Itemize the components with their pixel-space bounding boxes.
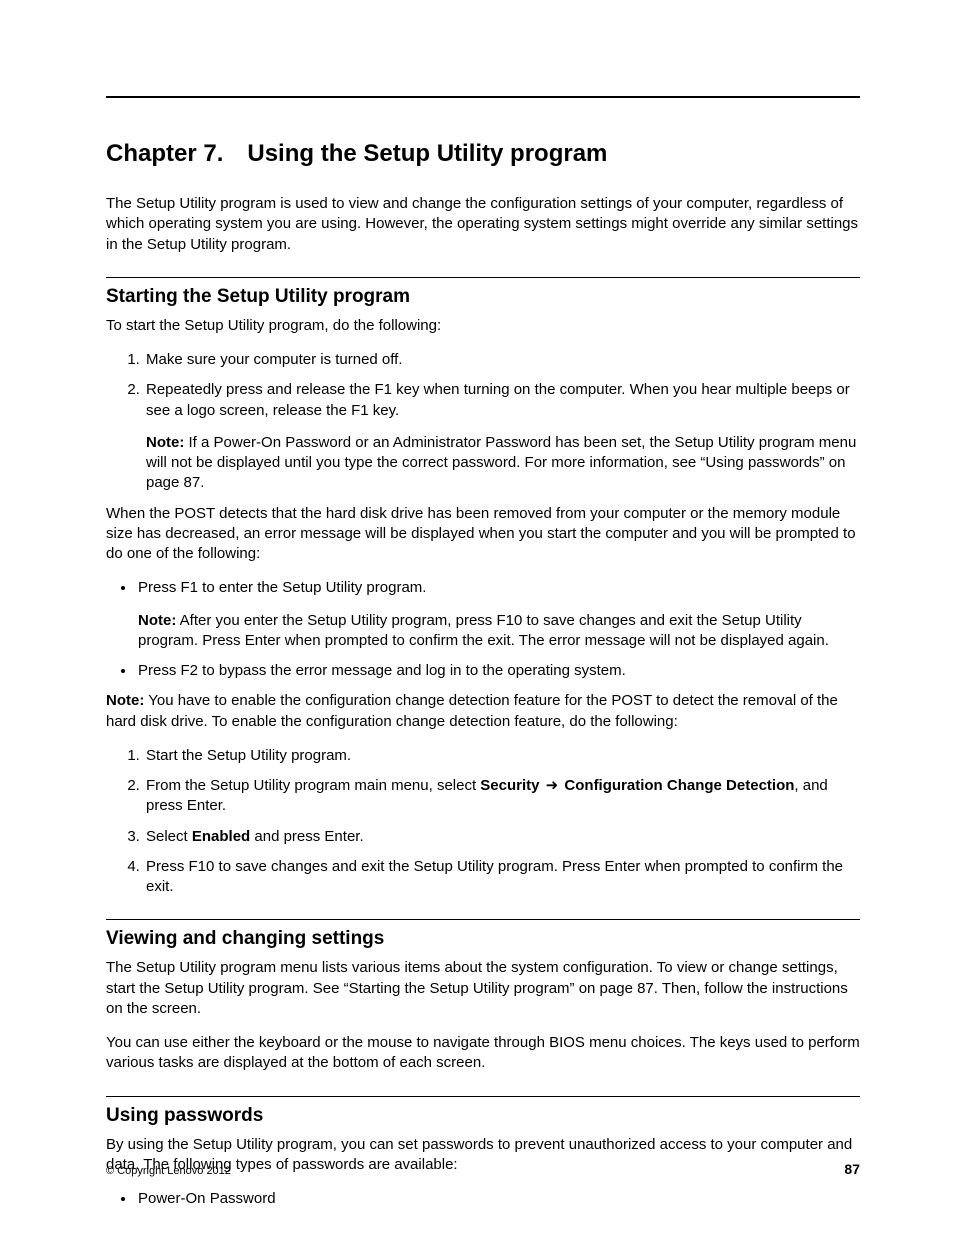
top-rule — [106, 96, 860, 98]
list-item-text: From the Setup Utility program main menu… — [146, 777, 480, 794]
menu-path-security: Security — [480, 777, 539, 794]
list-item-text: Start the Setup Utility program. — [146, 747, 351, 764]
list-item-text: Press F1 to enter the Setup Utility prog… — [138, 579, 426, 596]
section-rule-3 — [106, 1096, 860, 1097]
page-footer: © Copyright Lenovo 2012 87 — [106, 1161, 860, 1177]
nested-note: Note: After you enter the Setup Utility … — [138, 611, 860, 652]
section-rule-1 — [106, 277, 860, 278]
list-item: Press F10 to save changes and exit the S… — [144, 857, 860, 898]
sec1-ordered-list-1: Make sure your computer is turned off. R… — [106, 350, 860, 494]
list-item-text: Press F2 to bypass the error message and… — [138, 662, 626, 679]
menu-path-ccd: Configuration Change Detection — [564, 777, 794, 794]
note-label: Note: — [106, 692, 144, 709]
list-item-text: Select — [146, 828, 192, 845]
arrow-icon: ➜ — [540, 777, 565, 794]
section-heading-starting: Starting the Setup Utility program — [106, 286, 860, 308]
nested-note: Note: If a Power-On Password or an Admin… — [146, 433, 860, 494]
note-text: You have to enable the configuration cha… — [106, 692, 838, 729]
list-item-text: Press F10 to save changes and exit the S… — [146, 858, 843, 895]
list-item: Start the Setup Utility program. — [144, 746, 860, 766]
sec1-para2: When the POST detects that the hard disk… — [106, 504, 860, 565]
list-item: Power-On Password — [136, 1189, 860, 1209]
note-text: If a Power-On Password or an Administrat… — [146, 434, 856, 492]
section-heading-viewing: Viewing and changing settings — [106, 928, 860, 950]
sec1-lead: To start the Setup Utility program, do t… — [106, 316, 860, 336]
copyright-text: © Copyright Lenovo 2012 — [106, 1165, 231, 1177]
list-item: Repeatedly press and release the F1 key … — [144, 380, 860, 493]
page-number: 87 — [844, 1161, 860, 1177]
list-item: Select Enabled and press Enter. — [144, 827, 860, 847]
sec1-bullet-list-1: Press F1 to enter the Setup Utility prog… — [106, 578, 860, 681]
list-item-text: and press Enter. — [250, 828, 363, 845]
list-item: From the Setup Utility program main menu… — [144, 776, 860, 817]
intro-paragraph: The Setup Utility program is used to vie… — [106, 194, 860, 255]
list-item: Press F1 to enter the Setup Utility prog… — [136, 578, 860, 651]
section-heading-passwords: Using passwords — [106, 1105, 860, 1127]
chapter-title: Chapter 7. Using the Setup Utility progr… — [106, 140, 860, 168]
note-text: After you enter the Setup Utility progra… — [138, 612, 829, 649]
section-rule-2 — [106, 919, 860, 920]
option-enabled: Enabled — [192, 828, 250, 845]
list-item: Make sure your computer is turned off. — [144, 350, 860, 370]
sec1-note3: Note: You have to enable the configurati… — [106, 691, 860, 732]
list-item-text: Repeatedly press and release the F1 key … — [146, 381, 850, 418]
list-item: Press F2 to bypass the error message and… — [136, 661, 860, 681]
sec2-p1: The Setup Utility program menu lists var… — [106, 958, 860, 1019]
list-item-text: Power-On Password — [138, 1190, 276, 1207]
note-label: Note: — [146, 434, 184, 451]
sec2-p2: You can use either the keyboard or the m… — [106, 1033, 860, 1074]
sec3-bullet-list: Power-On Password — [106, 1189, 860, 1209]
list-item-text: Make sure your computer is turned off. — [146, 351, 403, 368]
note-label: Note: — [138, 612, 176, 629]
document-page: Chapter 7. Using the Setup Utility progr… — [0, 0, 954, 1235]
sec1-ordered-list-2: Start the Setup Utility program. From th… — [106, 746, 860, 898]
